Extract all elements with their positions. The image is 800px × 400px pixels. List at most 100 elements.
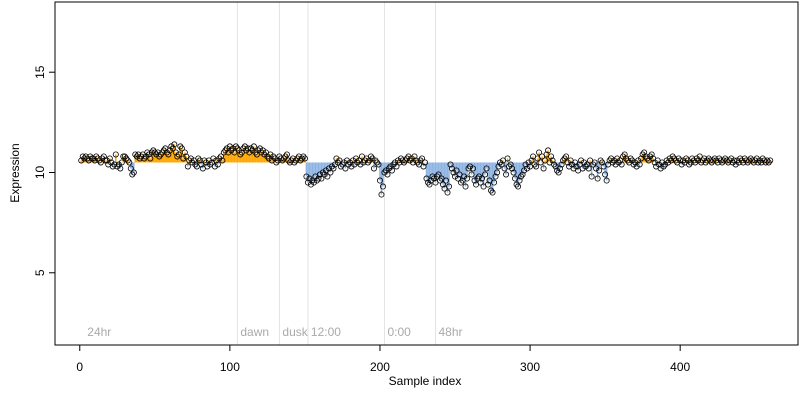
point	[636, 161, 643, 168]
point	[141, 155, 148, 162]
point	[591, 159, 598, 166]
point	[256, 145, 263, 152]
point	[390, 161, 397, 168]
point	[354, 159, 361, 166]
point	[714, 159, 721, 166]
point	[476, 173, 483, 180]
point	[283, 151, 290, 158]
point	[504, 155, 511, 162]
point	[582, 163, 589, 170]
point	[750, 159, 757, 166]
point	[590, 161, 597, 168]
point	[525, 159, 532, 166]
point	[378, 191, 385, 198]
point	[647, 153, 654, 160]
point	[629, 157, 636, 164]
point	[343, 157, 350, 164]
point	[728, 155, 735, 162]
point	[217, 153, 224, 160]
point	[261, 151, 268, 158]
point	[366, 157, 373, 164]
point	[372, 157, 379, 164]
point	[120, 153, 127, 160]
point	[93, 153, 100, 160]
point	[584, 161, 591, 168]
y-axis-label: Expression	[8, 143, 22, 202]
point	[87, 153, 94, 160]
point	[306, 175, 313, 182]
point	[641, 149, 648, 156]
point	[237, 151, 244, 158]
point	[163, 149, 170, 156]
point	[307, 181, 314, 188]
point	[331, 161, 338, 168]
point	[648, 151, 655, 158]
point	[465, 165, 472, 172]
point	[593, 165, 600, 172]
point	[563, 153, 570, 160]
point	[510, 169, 517, 176]
point	[680, 157, 687, 164]
point	[195, 155, 202, 162]
annotation-label: 24hr	[87, 325, 111, 339]
point	[136, 155, 143, 162]
point	[711, 155, 718, 162]
point	[108, 159, 115, 166]
point	[753, 155, 760, 162]
x-tick-label: 400	[670, 360, 690, 374]
point	[279, 157, 286, 164]
point	[698, 159, 705, 166]
point	[615, 159, 622, 166]
point	[201, 157, 208, 164]
point	[660, 163, 667, 170]
point	[471, 177, 478, 184]
point	[204, 163, 211, 170]
annotation-layer: 24hr dawn dusk 12:00 0:00 48hr	[87, 2, 463, 345]
point	[381, 169, 388, 176]
point	[96, 157, 103, 164]
point	[666, 155, 673, 162]
point	[316, 171, 323, 178]
point	[608, 155, 615, 162]
point	[298, 155, 305, 162]
point	[252, 149, 259, 156]
point	[94, 155, 101, 162]
point	[132, 151, 139, 158]
point	[216, 155, 223, 162]
point	[599, 159, 606, 166]
point	[135, 151, 142, 158]
point	[678, 161, 685, 168]
point	[627, 155, 634, 162]
point	[292, 157, 299, 164]
point	[153, 151, 160, 158]
point	[288, 157, 295, 164]
point	[536, 149, 543, 156]
point	[734, 157, 741, 164]
point	[488, 187, 495, 194]
point	[228, 147, 235, 154]
point	[414, 159, 421, 166]
point	[533, 163, 540, 170]
point	[360, 159, 367, 166]
point	[578, 157, 585, 164]
point	[483, 165, 490, 172]
point	[100, 153, 107, 160]
point	[435, 171, 442, 178]
point	[479, 175, 486, 182]
x-axis-label: Sample index	[389, 374, 462, 388]
point	[630, 161, 637, 168]
point	[118, 159, 125, 166]
point	[642, 153, 649, 160]
point	[524, 165, 531, 172]
point	[755, 159, 762, 166]
point	[620, 153, 627, 160]
point	[388, 167, 395, 174]
point	[467, 163, 474, 170]
point	[737, 155, 744, 162]
point	[352, 155, 359, 162]
x-tick-label: 100	[220, 360, 240, 374]
point	[174, 153, 181, 160]
point	[596, 167, 603, 174]
point	[726, 157, 733, 164]
point	[477, 179, 484, 186]
